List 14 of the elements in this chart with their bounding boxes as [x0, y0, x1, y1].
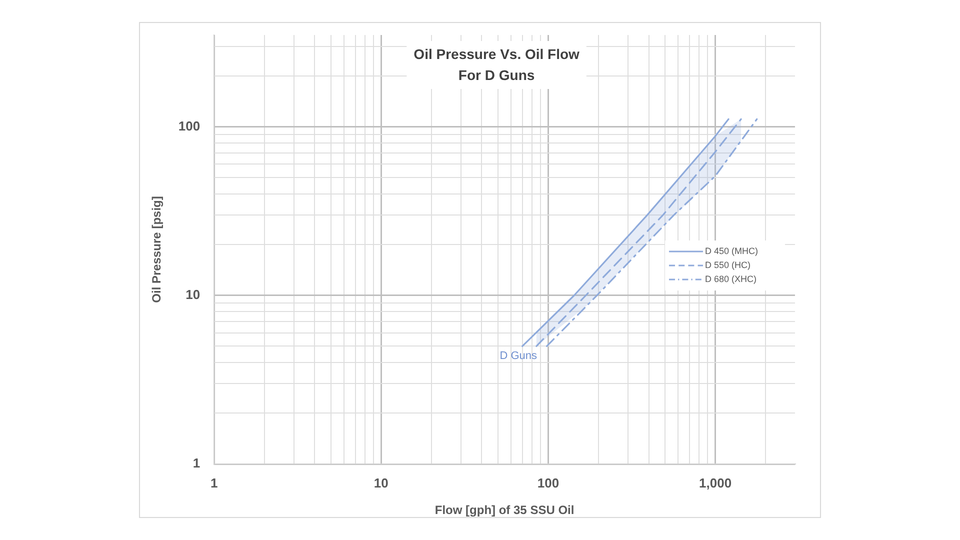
- legend-label: D 680 (XHC): [705, 274, 757, 284]
- x-tick-label: 100: [537, 475, 560, 490]
- y-tick-label: 100: [178, 118, 200, 134]
- x-tick-label: 1: [210, 475, 218, 490]
- x-axis-title: Flow [gph] of 35 SSU Oil: [434, 503, 574, 518]
- annotation: D Guns: [500, 350, 538, 362]
- y-tick-label: 1: [192, 456, 200, 471]
- text: Oil Pressure Vs. Oil Flow For D Guns: [414, 46, 580, 83]
- legend-label: D 450 (MHC): [705, 246, 758, 256]
- y-axis-title: Oil Pressure [psig]: [150, 196, 164, 303]
- x-tick-label: 10: [374, 475, 388, 490]
- y-tick-label: 10: [186, 286, 200, 302]
- x-tick-label: 1,000: [699, 475, 732, 490]
- legend-label: D 550 (HC): [705, 260, 751, 270]
